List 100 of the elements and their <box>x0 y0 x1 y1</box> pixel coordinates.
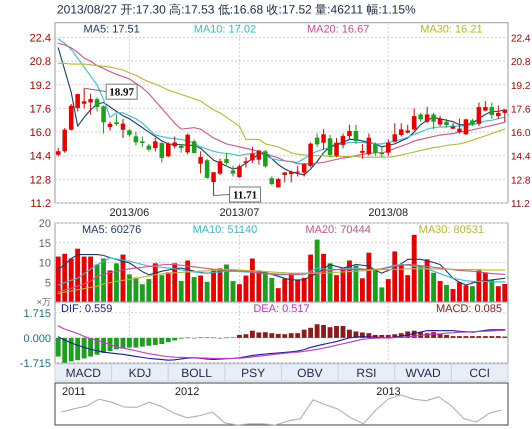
bar <box>496 286 501 302</box>
bar <box>108 270 112 302</box>
bar <box>178 281 184 302</box>
candlestick <box>398 122 404 137</box>
candlestick <box>244 156 248 168</box>
candlestick <box>490 102 494 120</box>
candlestick <box>94 96 100 112</box>
candlestick <box>172 136 177 149</box>
candlestick <box>256 149 262 166</box>
candlestick <box>263 149 268 168</box>
text: KDJ <box>128 366 152 380</box>
candlestick <box>250 146 255 164</box>
bar <box>438 281 442 302</box>
candlestick <box>160 142 164 163</box>
bar <box>288 333 294 338</box>
bar <box>276 288 281 302</box>
candlestick <box>380 146 384 158</box>
chart-title: 2013/08/27 开:17.30 高:17.53 低:16.68 收:17.52 量:46211 幅:1.15% <box>57 2 416 17</box>
candlestick <box>321 128 326 150</box>
candlestick <box>224 152 229 166</box>
candlestick <box>101 104 106 134</box>
y2-tick-label: 19.2 <box>511 80 531 92</box>
bar <box>444 285 449 302</box>
candlestick <box>424 106 430 124</box>
candlestick <box>166 142 171 158</box>
y-tick-label: 17.6 <box>30 103 51 116</box>
text: MA10: 51140 <box>192 224 258 236</box>
candlestick <box>192 138 196 154</box>
text: RSI <box>356 366 376 380</box>
text: DEA: 0.517 <box>253 303 310 315</box>
bar <box>120 254 126 302</box>
candlestick <box>237 164 242 178</box>
candlestick <box>302 162 306 177</box>
bar <box>172 338 178 340</box>
candlestick <box>153 137 158 152</box>
text: DIF: 0.559 <box>61 303 112 315</box>
y-tick-label: -1.715 <box>20 358 51 370</box>
bar <box>159 338 164 344</box>
y2-tick-label: 16.0 <box>511 128 531 140</box>
text: MA20: 70444 <box>305 224 371 236</box>
y-tick-label: 15 <box>38 238 51 250</box>
candlestick <box>360 143 365 160</box>
y2-tick-label: 20.8 <box>511 57 531 68</box>
y2-tick-label: 17.6 <box>511 104 531 116</box>
bar <box>431 272 436 302</box>
x-tick-label: 2013/07 <box>220 207 260 219</box>
y-axis-title: ×万 <box>36 297 51 307</box>
candlestick <box>347 124 352 140</box>
bar <box>321 254 326 302</box>
text: MA30: 80531 <box>418 224 484 236</box>
candlestick <box>354 124 358 144</box>
y-tick-label: 20.8 <box>30 56 51 68</box>
candlestick <box>328 134 332 158</box>
candlestick <box>140 136 145 148</box>
annotation: 11.71 <box>232 190 258 202</box>
y-tick-label: 16.0 <box>30 127 51 140</box>
candlestick <box>62 128 67 154</box>
candlestick <box>314 133 320 148</box>
bar <box>314 240 320 302</box>
bar <box>470 286 475 302</box>
text: MA30: 16.21 <box>420 24 483 36</box>
y2-tick-label: 11.2 <box>511 199 530 210</box>
bar <box>56 338 61 356</box>
y-tick-label: 14.4 <box>30 150 51 163</box>
candlestick <box>288 170 294 183</box>
candlestick <box>204 158 210 180</box>
y-tick-label: 19.2 <box>30 80 51 92</box>
bar <box>114 263 119 302</box>
y2-tick-label: 14.4 <box>511 152 531 163</box>
x-tick-label: 2013 <box>376 386 401 398</box>
x-tick-label: 2013/08 <box>368 207 408 219</box>
y-tick-label: 5 <box>44 277 51 290</box>
candlestick <box>185 133 190 155</box>
candlestick <box>373 142 378 156</box>
text: WVAD <box>406 366 441 380</box>
candlestick <box>502 108 508 123</box>
text: OBV <box>297 366 322 380</box>
bar <box>276 334 281 338</box>
candlestick <box>366 133 372 156</box>
candlestick <box>457 118 462 134</box>
y2-tick-label: 12.8 <box>511 175 531 186</box>
text: PSY <box>241 366 266 380</box>
candlestick <box>464 118 468 136</box>
candlestick <box>386 138 391 156</box>
candlestick <box>276 177 281 188</box>
candlestick <box>483 100 488 112</box>
candlestick <box>412 108 416 132</box>
y-tick-label: 0.000 <box>23 332 51 345</box>
x-tick-label: 2013/06 <box>110 207 150 219</box>
bar <box>386 279 391 302</box>
text: MA5: 17.51 <box>83 24 140 36</box>
bar <box>204 282 210 302</box>
bar <box>269 278 274 302</box>
bar <box>282 278 288 302</box>
y-tick-label: 22.4 <box>30 32 51 44</box>
bar <box>282 334 288 338</box>
candlestick <box>88 93 93 116</box>
candlestick <box>438 115 442 127</box>
text: MA20: 16.67 <box>306 24 370 36</box>
bar <box>192 277 197 302</box>
